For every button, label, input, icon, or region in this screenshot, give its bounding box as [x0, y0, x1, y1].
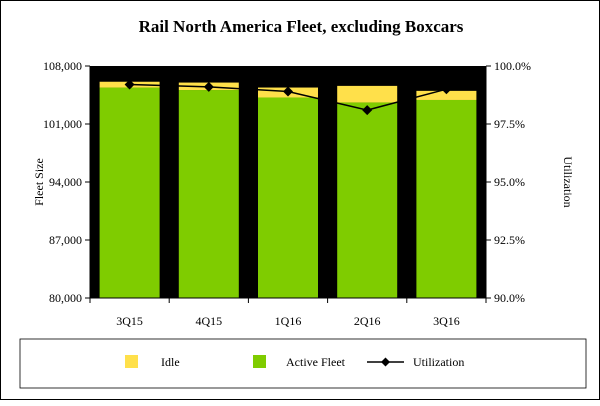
utilization-line-group: [124, 79, 452, 116]
x-tick-label: 2Q16: [354, 314, 381, 328]
x-tick-label: 4Q15: [195, 314, 222, 328]
utilization-marker-3q16: [441, 84, 452, 95]
legend-marker-utilization: [381, 357, 390, 367]
y2-tick-label: 100.0%: [494, 59, 531, 73]
bar-active-fleet-1q16: [258, 97, 318, 298]
bar-idle-2q16: [337, 85, 398, 103]
x-tick-label: 3Q15: [116, 314, 143, 328]
y-tick-label: 108,000: [43, 59, 82, 73]
legend-swatch-idle: [125, 355, 138, 368]
utilization-marker-3q15: [124, 79, 135, 90]
bars-group: [99, 81, 477, 299]
x-tick-label: 1Q16: [275, 314, 302, 328]
y2-axis-title: Utilization: [561, 156, 575, 207]
y-tick-label: 80,000: [49, 291, 82, 305]
y-axis-title: Fleet Size: [32, 158, 46, 206]
y-tick-label: 94,000: [49, 175, 82, 189]
y2-tick-label: 90.0%: [494, 291, 525, 305]
y2-tick-label: 92.5%: [494, 233, 525, 247]
y-tick-label: 101,000: [43, 117, 82, 131]
bar-idle-3q16: [416, 90, 477, 100]
y-tick-label: 87,000: [49, 233, 82, 247]
legend-label-idle: Idle: [161, 355, 180, 369]
y2-tick-label: 95.0%: [494, 175, 525, 189]
utilization-marker-4q15: [203, 81, 214, 92]
chart-title: Rail North America Fleet, excluding Boxc…: [139, 17, 464, 36]
axes-group: 80,000 87,000 94,000 101,000 108,000 90.0% 92.…: [43, 59, 531, 328]
legend-swatch-active-fleet: [253, 355, 266, 368]
utilization-marker-1q16: [283, 86, 293, 97]
bar-active-fleet-2q16: [337, 102, 398, 298]
bar-active-fleet-3q15: [99, 87, 160, 299]
legend-box: [19, 338, 587, 389]
bar-active-fleet-3q16: [416, 99, 477, 298]
legend-label-utilization: Utilization: [413, 355, 464, 369]
y2-tick-label: 97.5%: [494, 117, 525, 131]
bar-active-fleet-4q15: [178, 90, 239, 299]
legend-label-active-fleet: Active Fleet: [286, 355, 346, 369]
x-tick-label: 3Q16: [433, 314, 460, 328]
utilization-marker-2q16: [362, 105, 373, 116]
legend: Idle Active Fleet Utilization: [125, 355, 464, 369]
